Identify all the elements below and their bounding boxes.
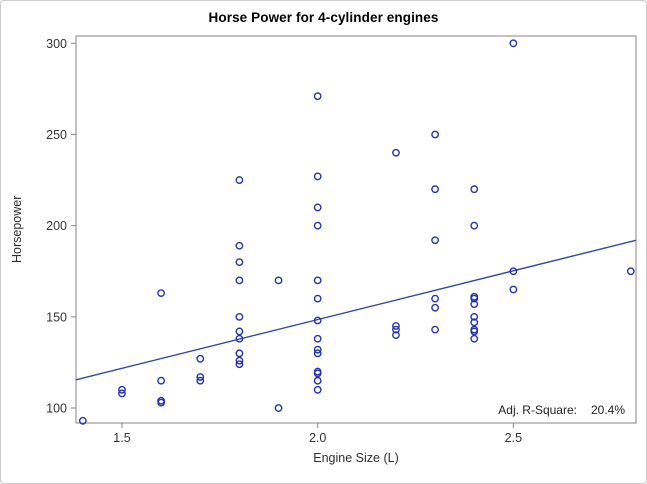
data-point xyxy=(78,416,87,425)
data-point xyxy=(392,322,400,330)
y-tick-label: 150 xyxy=(46,310,67,324)
data-point xyxy=(235,312,244,321)
data-point xyxy=(196,373,205,381)
data-point xyxy=(431,130,439,139)
data-point xyxy=(313,345,322,354)
data-point xyxy=(470,312,479,321)
plot-frame xyxy=(75,35,637,424)
data-point xyxy=(509,285,518,294)
y-axis-title: Horsepower xyxy=(10,195,24,264)
data-point xyxy=(470,300,479,308)
data-point xyxy=(235,356,244,365)
x-tick-label: 2.5 xyxy=(505,431,522,445)
data-point xyxy=(274,404,283,412)
data-point xyxy=(392,331,400,339)
data-point xyxy=(431,325,439,334)
data-point xyxy=(235,241,244,250)
data-point xyxy=(470,185,479,194)
data-point xyxy=(313,294,322,303)
data-point xyxy=(313,385,322,394)
data-point xyxy=(431,303,439,312)
data-point xyxy=(626,267,635,276)
data-point xyxy=(313,349,322,358)
y-tick-label: 200 xyxy=(46,219,67,233)
data-point xyxy=(509,267,518,276)
data-point xyxy=(235,258,244,267)
adj-rsquare-value: 20.4% xyxy=(590,403,625,417)
data-point xyxy=(157,396,166,405)
data-point xyxy=(509,39,518,48)
data-point xyxy=(157,289,166,298)
data-point xyxy=(235,334,244,343)
data-point xyxy=(157,376,166,385)
y-tick-label: 250 xyxy=(46,128,67,142)
x-tick-label: 1.5 xyxy=(113,431,130,445)
data-point xyxy=(313,376,322,385)
x-axis-title: Engine Size (L) xyxy=(313,451,399,465)
data-point xyxy=(118,389,126,398)
data-point xyxy=(392,325,400,334)
adj-rsquare-annotation: Adj. R-Square: 20.4% xyxy=(498,403,625,417)
data-point xyxy=(313,92,322,101)
data-point xyxy=(313,367,322,376)
chart-title: Horse Power for 4-cylinder engines xyxy=(208,10,439,25)
data-point xyxy=(470,325,479,334)
data-point xyxy=(235,176,244,184)
data-point xyxy=(313,334,322,343)
data-point xyxy=(196,354,205,363)
data-point xyxy=(196,376,205,385)
data-point xyxy=(470,334,479,343)
adj-rsquare-label: Adj. R-Square: xyxy=(498,403,577,417)
data-point xyxy=(313,276,322,285)
data-point xyxy=(313,221,322,230)
data-point xyxy=(470,292,479,301)
data-point xyxy=(470,221,479,230)
x-tick-label: 2.0 xyxy=(309,431,326,445)
data-point xyxy=(313,203,322,212)
y-tick-label: 300 xyxy=(46,37,67,51)
data-point xyxy=(431,185,439,194)
data-point xyxy=(431,236,439,245)
data-point xyxy=(392,148,400,157)
data-point xyxy=(235,349,244,358)
data-point xyxy=(235,360,244,369)
data-point xyxy=(235,327,244,336)
data-point xyxy=(313,172,322,181)
data-point xyxy=(118,385,126,394)
data-point xyxy=(235,276,244,285)
regression-line xyxy=(75,239,637,381)
data-point xyxy=(470,318,479,327)
data-point xyxy=(313,316,322,325)
data-point xyxy=(431,294,439,303)
data-point xyxy=(274,276,283,285)
y-tick-label: 100 xyxy=(46,402,67,416)
